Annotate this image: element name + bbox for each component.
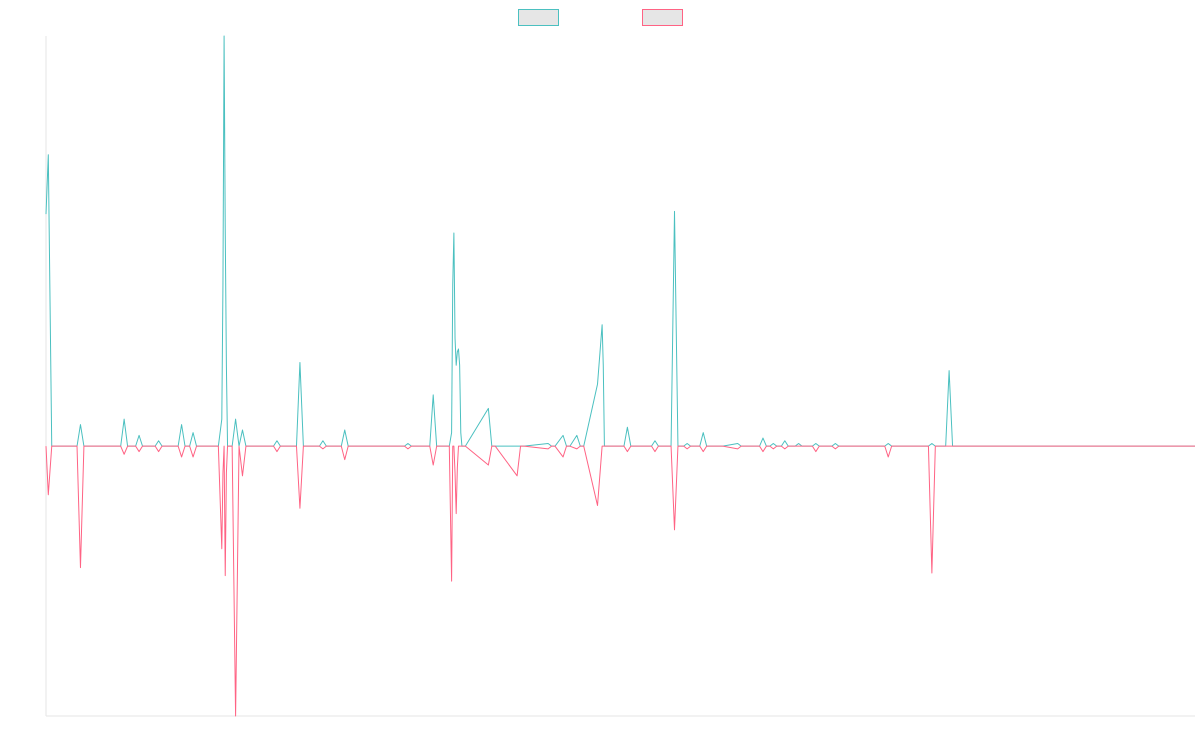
chart-axes	[45, 36, 1195, 717]
series-line-2	[45, 445, 1195, 717]
legend-item-2	[642, 9, 683, 26]
legend-item-1	[518, 9, 559, 26]
series-line-1	[45, 35, 1195, 447]
series-layer	[45, 35, 1195, 717]
chart-legend	[518, 9, 683, 26]
legend-swatch	[642, 9, 683, 26]
legend-swatch	[518, 9, 559, 26]
